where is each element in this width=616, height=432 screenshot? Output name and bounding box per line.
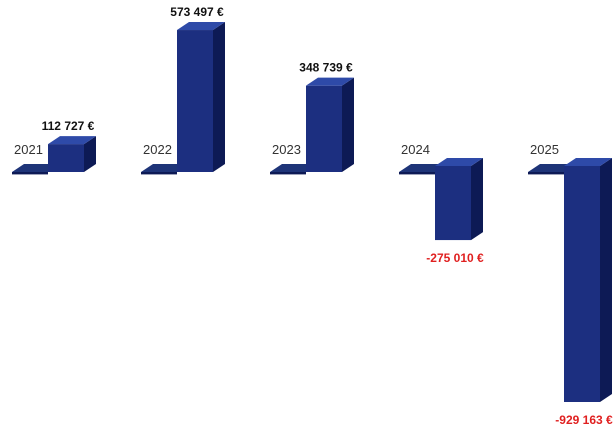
- base-slab-edge: [399, 172, 435, 175]
- bars-layer: [12, 22, 612, 402]
- base-slab-edge: [528, 172, 564, 175]
- base-slab-edge: [270, 172, 306, 175]
- value-label: 112 727 €: [42, 119, 95, 133]
- base-slab-edge: [12, 172, 48, 175]
- bar-2025: [528, 158, 612, 402]
- year-label: 2022: [143, 142, 172, 157]
- bar-top: [435, 158, 483, 166]
- value-label: 348 739 €: [299, 61, 353, 75]
- bar-2022: [141, 22, 225, 175]
- year-label: 2024: [401, 142, 430, 157]
- year-label: 2023: [272, 142, 301, 157]
- bar-side: [213, 22, 225, 173]
- base-slab-edge: [141, 172, 177, 175]
- bar-top: [177, 22, 225, 31]
- bar-side: [342, 77, 354, 172]
- bar-front: [564, 166, 600, 402]
- bar-2023: [270, 77, 354, 175]
- bar-side: [471, 158, 483, 241]
- bar-front: [48, 144, 84, 172]
- value-label: -275 010 €: [426, 251, 484, 265]
- value-label: 573 497 €: [170, 5, 224, 19]
- bar-2024: [399, 158, 483, 241]
- bar-top: [564, 158, 612, 166]
- bar-front: [306, 85, 342, 172]
- bar-top: [306, 77, 354, 86]
- value-label: -929 163 €: [555, 413, 613, 427]
- labels-layer: 2021 112 727 € 2022 573 497 € 2023 348 739 € 2…: [14, 5, 613, 427]
- year-label: 2025: [530, 142, 559, 157]
- year-label: 2021: [14, 142, 43, 157]
- bar-front: [435, 166, 471, 241]
- bar-side: [600, 158, 612, 402]
- bar-front: [177, 30, 213, 173]
- bar-top: [48, 136, 96, 145]
- bar-side: [84, 136, 96, 172]
- bar-2021: [12, 136, 96, 175]
